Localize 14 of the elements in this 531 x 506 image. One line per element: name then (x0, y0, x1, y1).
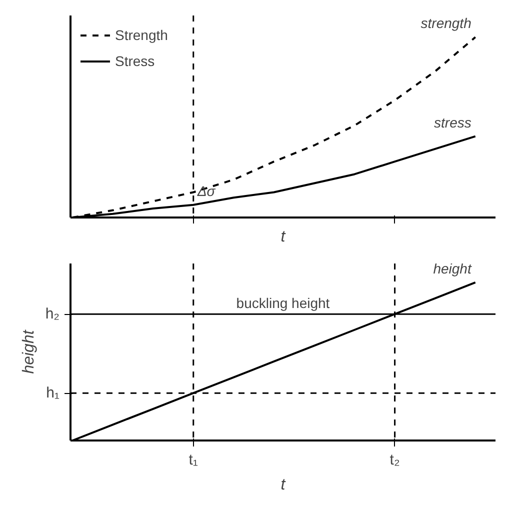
y-axis-title: height (433, 260, 472, 276)
x-axis-title: t (280, 476, 286, 494)
annotation: Δσ (196, 182, 216, 199)
x-axis-title: t (280, 228, 286, 246)
legend-label: Stress (115, 53, 155, 69)
text: strength (420, 15, 472, 32)
x-tick-label: t₁ (188, 452, 198, 468)
annotation: stress (434, 114, 472, 130)
ref-line-label: buckling height (236, 295, 330, 312)
text: h₂ (45, 306, 60, 323)
legend-label: Strength (115, 27, 168, 43)
text: height (20, 330, 38, 374)
text: h₁ (46, 384, 60, 402)
x-tick-label: t₂ (390, 452, 400, 468)
